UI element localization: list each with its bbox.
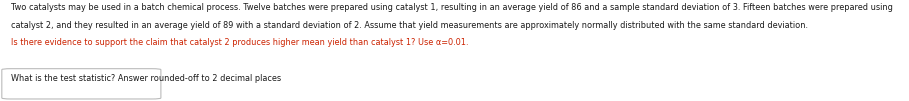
FancyBboxPatch shape [2,69,161,99]
Text: Two catalysts may be used in a batch chemical process. Twelve batches were prepa: Two catalysts may be used in a batch che… [11,3,893,12]
Text: What is the test statistic? Answer rounded-off to 2 decimal places: What is the test statistic? Answer round… [11,74,281,83]
Text: Is there evidence to support the claim that catalyst 2 produces higher mean yiel: Is there evidence to support the claim t… [11,38,468,47]
Text: catalyst 2, and they resulted in an average yield of 89 with a standard deviatio: catalyst 2, and they resulted in an aver… [11,21,808,30]
